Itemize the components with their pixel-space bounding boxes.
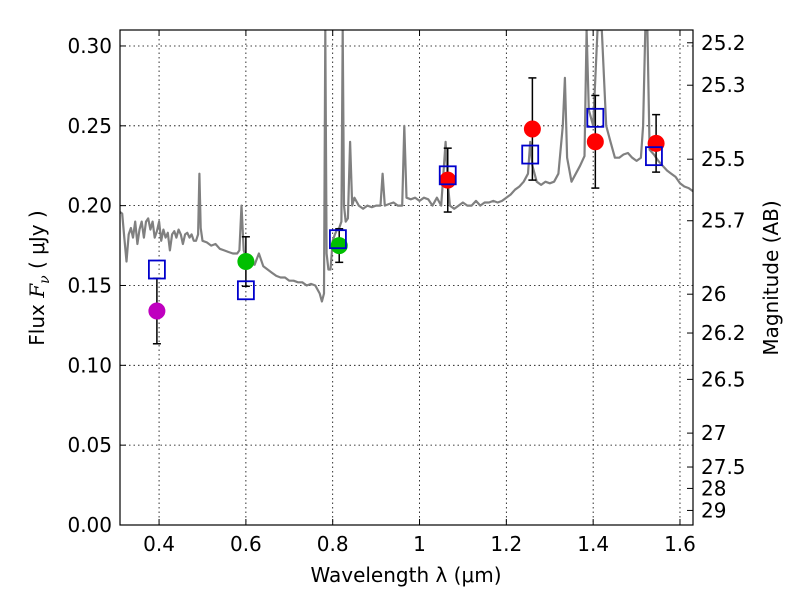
x-tick-label: 1.6 [664,532,696,556]
plot-frame [119,29,694,526]
mag-tick-label: 26.2 [701,321,746,345]
mag-tick-label: 29 [701,498,726,522]
y-axis-flux: 0.00 0.05 0.10 0.15 0.20 0.25 0.30 [67,34,126,537]
y-axis-label: Flux Fν ( μJy ) [25,210,53,345]
x-tick-label: 0.4 [143,532,175,556]
model-spectrum-layer [120,30,693,303]
y-tick-label: 0.05 [67,433,112,457]
y-tick-label: 0.15 [67,273,112,297]
observed-point [148,302,166,320]
y-tick-label: 0.25 [67,114,112,138]
y2-axis-label: Magnitude (AB) [759,200,783,355]
observed-point [586,133,604,151]
x-tick-label: 1.2 [490,532,522,556]
observed-point [439,171,457,189]
observed-point [523,120,541,138]
observed-point [330,237,348,255]
mag-tick-label: 28 [701,476,726,500]
model-photometry-square [329,229,347,250]
model-spectrum-line [120,30,693,303]
y-tick-label: 0.10 [67,353,112,377]
x-axis: 0.4 0.6 0.8 1 1.2 1.4 1.6 [143,30,696,556]
mag-tick-label: 26 [701,282,726,306]
mag-tick-label: 27.5 [701,455,746,479]
model-photometry-square [147,259,166,280]
x-tick-label: 1.4 [577,532,609,556]
observed-points-layer [148,120,665,320]
error-bar-layer [152,77,661,345]
x-tick-label: 0.8 [317,532,349,556]
x-tick-label: 1 [413,532,426,556]
mag-tick-label: 25.2 [701,31,746,55]
mag-tick-label: 27 [701,421,726,445]
x-axis-label: Wavelength λ (μm) [310,563,501,587]
mag-tick-label: 25.5 [701,147,746,171]
mag-tick-label: 25.3 [701,73,746,97]
x-tick-label: 0.6 [230,532,262,556]
y-tick-label: 0.30 [67,34,112,58]
mag-tick-label: 26.5 [701,367,746,391]
model-photometry-square [438,165,457,186]
model-photometry-square [645,146,663,167]
y-tick-label: 0.20 [67,194,112,218]
observed-point [237,253,255,271]
mag-tick-label: 25.7 [701,209,746,233]
model-photometry-layer [147,107,663,301]
model-photometry-square [521,144,540,165]
model-photometry-square [586,107,605,128]
grid [120,30,693,526]
model-photometry-square [236,280,255,301]
y-tick-label: 0.00 [67,513,112,537]
